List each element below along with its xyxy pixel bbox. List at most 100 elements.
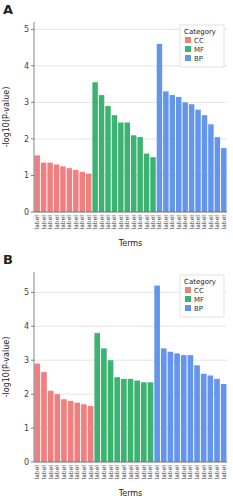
bar	[161, 348, 167, 462]
legend-label: MF	[194, 296, 204, 304]
grid-line	[34, 462, 227, 463]
tick-mark	[31, 292, 34, 293]
bar	[34, 364, 40, 462]
bar	[208, 124, 213, 212]
bar	[181, 355, 187, 462]
bar	[214, 379, 220, 462]
legend-frame	[180, 25, 224, 67]
tick-mark	[31, 138, 34, 139]
y-tick-label: 2	[24, 390, 29, 399]
bar	[60, 166, 65, 212]
bar	[141, 382, 147, 462]
y-axis-label: -log10(P-value)	[2, 337, 11, 398]
bar	[150, 157, 155, 212]
bar	[67, 168, 72, 212]
legend-swatch	[185, 37, 191, 43]
grid-line	[34, 326, 227, 327]
bar	[189, 104, 194, 212]
tick-mark	[31, 65, 34, 66]
bar	[194, 365, 200, 462]
bar	[118, 122, 123, 212]
tick-mark	[31, 462, 34, 463]
bar	[86, 174, 91, 212]
tick-mark	[31, 394, 34, 395]
bar	[163, 91, 168, 212]
tick-mark	[31, 360, 34, 361]
bar	[34, 155, 39, 212]
y-tick-label: 2	[24, 135, 29, 144]
bar	[195, 110, 200, 212]
bar	[92, 82, 97, 212]
x-axis-line	[34, 212, 227, 213]
legend-swatch	[185, 287, 191, 293]
y-axis-line	[34, 272, 35, 462]
bar	[80, 172, 85, 212]
x-tick-label: label	[220, 465, 227, 480]
y-tick-label: 4	[24, 62, 29, 71]
y-tick-label: 0	[24, 208, 29, 217]
legend-frame	[180, 275, 224, 317]
bar	[105, 106, 110, 212]
grid-line	[34, 102, 227, 103]
legend-label: BP	[194, 305, 203, 313]
legend-swatch	[185, 46, 191, 52]
tick-mark	[31, 428, 34, 429]
bar	[128, 379, 134, 462]
legend-label: BP	[194, 55, 203, 63]
y-tick-label: 3	[24, 356, 29, 365]
legend-swatch	[185, 296, 191, 302]
bar	[157, 44, 162, 212]
legend-title: Category	[184, 278, 216, 286]
bar	[48, 391, 54, 462]
y-axis-line	[34, 22, 35, 212]
bar	[182, 102, 187, 212]
bars	[34, 44, 226, 212]
bar	[101, 348, 107, 462]
bar	[201, 374, 207, 462]
legend: CategoryCCMFBP	[180, 25, 224, 67]
x-axis-label: Terms	[118, 489, 143, 498]
bar	[68, 401, 74, 462]
y-tick-label: 1	[24, 171, 29, 180]
x-tick-label: label	[220, 215, 227, 230]
tick-mark	[31, 175, 34, 176]
y-axis-label: -log10(P-value)	[2, 87, 11, 148]
bar	[144, 154, 149, 212]
x-axis-label: Terms	[118, 239, 143, 248]
grid-line	[34, 212, 227, 213]
bar	[54, 394, 60, 462]
bar	[148, 382, 154, 462]
bar	[94, 333, 100, 462]
panel-title: B	[3, 252, 13, 267]
bar	[131, 135, 136, 212]
bars	[34, 286, 226, 462]
legend-label: CC	[194, 37, 204, 45]
panel: A012345labellabellabellabellabellabellab…	[0, 0, 233, 250]
y-tick-label: 5	[24, 25, 29, 34]
bar	[114, 377, 120, 462]
legend-swatch	[185, 305, 191, 311]
y-tick-label: 1	[24, 424, 29, 433]
bar	[174, 353, 180, 462]
bar	[41, 163, 46, 212]
bar	[202, 115, 207, 212]
bar	[137, 137, 142, 212]
bar	[176, 97, 181, 212]
bar	[170, 95, 175, 212]
legend: CategoryCCMFBP	[180, 275, 224, 317]
legend-label: MF	[194, 46, 204, 54]
tick-mark	[31, 212, 34, 213]
x-axis-line	[34, 462, 227, 463]
y-tick-label: 5	[24, 288, 29, 297]
grid-line	[34, 360, 227, 361]
y-tick-label: 3	[24, 98, 29, 107]
bar	[134, 381, 140, 462]
bar	[99, 95, 104, 212]
bar	[121, 379, 127, 462]
bar	[221, 384, 227, 462]
tick-mark	[31, 102, 34, 103]
legend-swatch	[185, 55, 191, 61]
bar	[41, 372, 47, 462]
bar	[74, 403, 80, 462]
bar	[88, 406, 94, 462]
